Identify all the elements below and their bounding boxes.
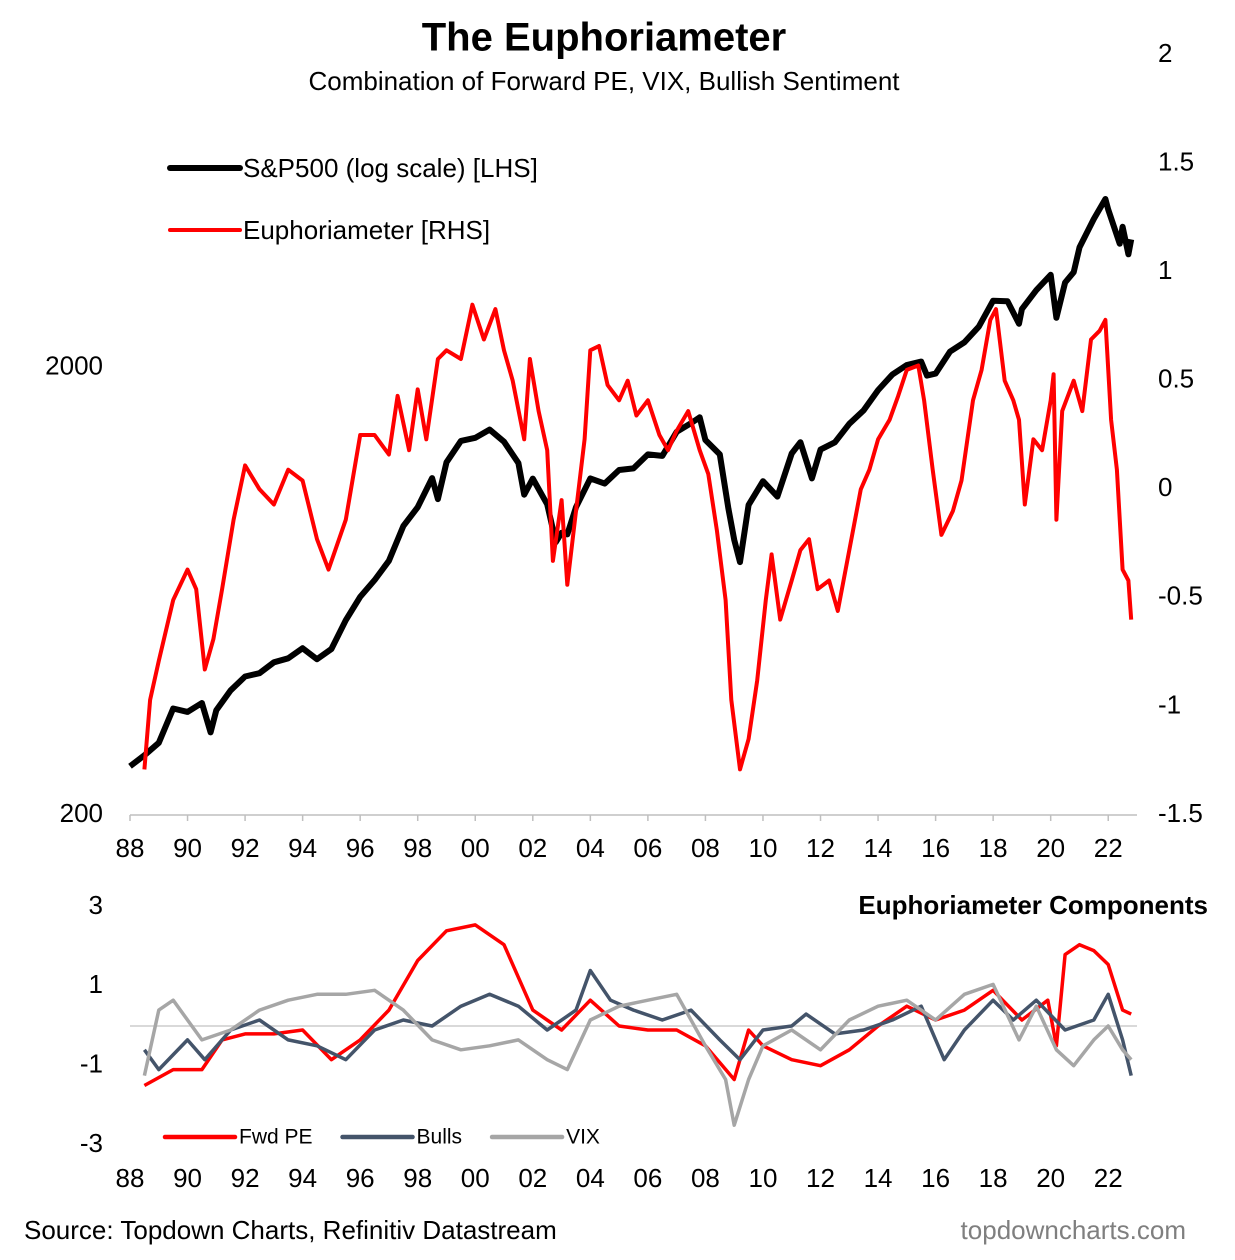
x-tick-label: 88 <box>116 1163 145 1193</box>
chart-title: The Euphoriameter <box>422 16 787 60</box>
y2-tick-label: 0 <box>1158 472 1172 502</box>
x-tick-label: 04 <box>576 1163 605 1193</box>
x-tick-label: 04 <box>576 833 605 863</box>
x-tick-label: 96 <box>346 1163 375 1193</box>
x-tick-label: 92 <box>231 1163 260 1193</box>
y-tick-label: 200 <box>60 798 103 828</box>
x-tick-label: 08 <box>691 833 720 863</box>
x-tick-label: 98 <box>403 1163 432 1193</box>
x-tick-label: 02 <box>518 833 547 863</box>
x-tick-label: 00 <box>461 833 490 863</box>
x-tick-label: 98 <box>403 833 432 863</box>
x-tick-label: 12 <box>806 1163 835 1193</box>
x-tick-label: 10 <box>749 1163 778 1193</box>
legend-label: Fwd PE <box>239 1126 313 1149</box>
source-note: Source: Topdown Charts, Refinitiv Datast… <box>24 1215 557 1245</box>
y2-tick-label: 0.5 <box>1158 364 1194 394</box>
y2-tick-label: 2 <box>1158 38 1172 68</box>
x-tick-label: 96 <box>346 833 375 863</box>
y-tick-label: 1 <box>89 969 103 999</box>
panel-title: Euphoriameter Components <box>858 890 1208 920</box>
x-tick-label: 18 <box>979 833 1008 863</box>
x-tick-label: 06 <box>633 1163 662 1193</box>
x-tick-label: 94 <box>288 833 317 863</box>
x-tick-label: 22 <box>1094 1163 1123 1193</box>
series-line <box>142 982 1133 1127</box>
y-tick-label: -1 <box>80 1049 103 1079</box>
x-tick-label: 14 <box>864 1163 893 1193</box>
legend-label: Euphoriameter [RHS] <box>243 215 490 245</box>
y2-tick-label: 1 <box>1158 255 1172 285</box>
x-tick-label: 18 <box>979 1163 1008 1193</box>
x-tick-label: 14 <box>864 833 893 863</box>
x-tick-label: 00 <box>461 1163 490 1193</box>
y-tick-label: -3 <box>80 1128 103 1158</box>
x-tick-label: 90 <box>173 833 202 863</box>
x-tick-label: 16 <box>921 833 950 863</box>
y-tick-label: 3 <box>89 890 103 920</box>
x-tick-label: 08 <box>691 1163 720 1193</box>
x-tick-label: 10 <box>749 833 778 863</box>
legend-label: VIX <box>566 1126 600 1149</box>
watermark: topdowncharts.com <box>961 1215 1186 1245</box>
y2-tick-label: -1 <box>1158 689 1181 719</box>
x-tick-label: 20 <box>1036 833 1065 863</box>
series-line <box>142 302 1134 772</box>
x-tick-label: 16 <box>921 1163 950 1193</box>
x-tick-label: 20 <box>1036 1163 1065 1193</box>
x-tick-label: 06 <box>633 833 662 863</box>
legend-label: Bulls <box>417 1126 463 1149</box>
x-tick-label: 12 <box>806 833 835 863</box>
x-tick-label: 02 <box>518 1163 547 1193</box>
x-tick-label: 90 <box>173 1163 202 1193</box>
chart-subtitle: Combination of Forward PE, VIX, Bullish … <box>308 66 900 96</box>
series-line <box>143 923 1132 1088</box>
x-tick-label: 92 <box>231 833 260 863</box>
series-line <box>142 968 1133 1077</box>
x-tick-label: 22 <box>1094 833 1123 863</box>
legend-label: S&P500 (log scale) [LHS] <box>243 153 538 183</box>
y2-tick-label: 1.5 <box>1158 146 1194 176</box>
x-tick-label: 94 <box>288 1163 317 1193</box>
y2-tick-label: -1.5 <box>1158 798 1203 828</box>
x-tick-label: 88 <box>116 833 145 863</box>
y-tick-label: 2000 <box>45 351 103 381</box>
y2-tick-label: -0.5 <box>1158 581 1203 611</box>
series-line <box>128 196 1135 769</box>
